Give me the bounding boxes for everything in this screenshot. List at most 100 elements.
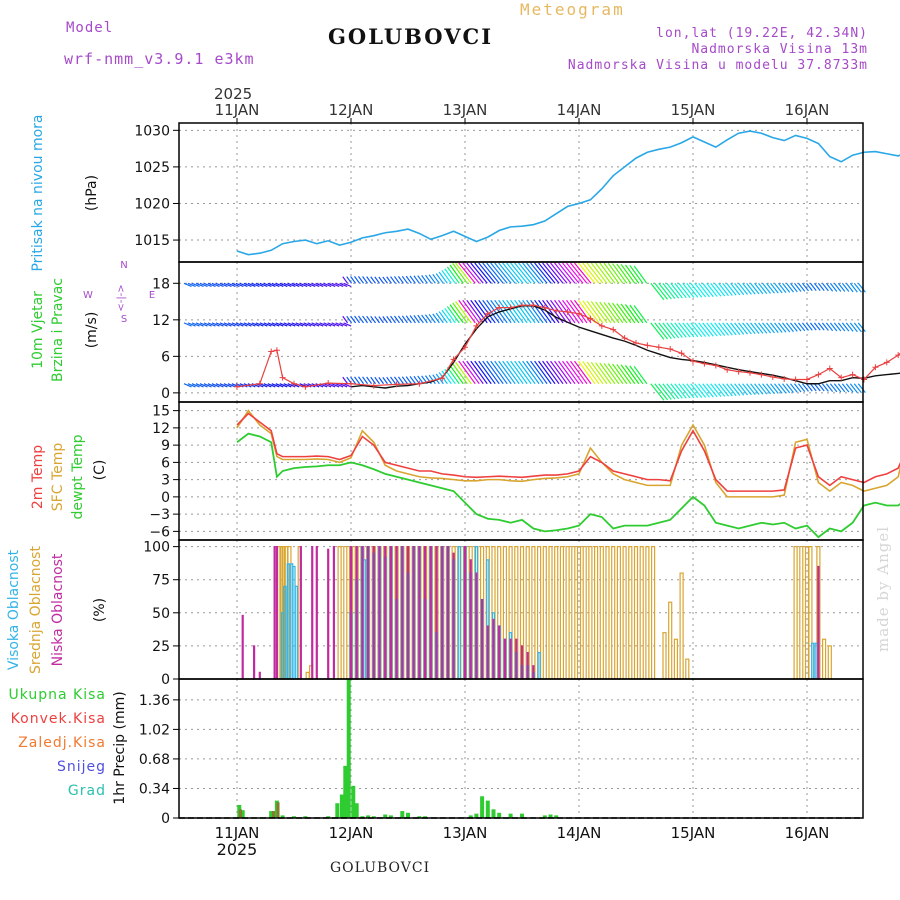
wind-barb — [203, 383, 212, 388]
low-cloud-bar — [452, 552, 455, 680]
wind-barb — [207, 383, 216, 388]
wind-barb — [243, 322, 252, 327]
wind-barb — [542, 360, 560, 385]
wind-barb — [612, 263, 628, 284]
temp2m-line — [236, 412, 900, 492]
day-label-bottom: 11JAN — [215, 824, 260, 842]
wind-barb — [510, 262, 528, 284]
gust-marker — [484, 310, 491, 317]
wind-barb — [490, 262, 508, 284]
wind-barb — [462, 360, 480, 385]
wind-barb — [762, 282, 772, 294]
wind-barb — [616, 364, 632, 385]
wind-barb — [801, 282, 809, 292]
wind-barb — [534, 299, 552, 324]
wind-barb — [342, 315, 349, 324]
day-label-bottom: 13JAN — [443, 824, 488, 842]
wind-barb — [809, 383, 817, 392]
panel-frames — [178, 122, 864, 819]
wind-barb — [542, 262, 560, 284]
wind-barb — [620, 264, 636, 284]
wind-barb — [478, 299, 496, 324]
wind-barb — [397, 315, 404, 324]
wind-barb — [706, 322, 718, 337]
wind-barb — [357, 376, 365, 385]
wind-barb — [837, 383, 846, 393]
wind-barb — [582, 361, 600, 385]
gust-marker — [348, 380, 354, 387]
cloud-left-label-2: Srednja Oblacnost — [28, 546, 44, 674]
precip-legend-1: Konvek.Kisa — [11, 711, 106, 727]
wind-barb — [686, 383, 699, 399]
wind-barb — [821, 282, 829, 292]
wind-barb — [690, 282, 703, 298]
wind-barb — [662, 383, 676, 400]
wind-barb — [506, 360, 524, 385]
low-cloud-bar — [349, 546, 353, 680]
precip-bar — [468, 815, 473, 818]
wind-barb — [470, 262, 488, 284]
gust-marker — [473, 322, 480, 329]
wind-barb — [267, 282, 276, 288]
panel-frame-pressure — [178, 122, 864, 263]
wind-barb — [797, 322, 806, 332]
wind-barb — [599, 301, 616, 324]
gust-marker — [633, 339, 639, 346]
wind-barb — [522, 360, 540, 385]
wind-barb — [267, 322, 276, 327]
wind-barb — [526, 299, 544, 324]
wind-barb — [758, 322, 768, 334]
wind-barb — [413, 375, 420, 385]
wind-barb — [603, 302, 620, 324]
wind-barb — [203, 282, 212, 288]
precip-bar — [485, 800, 490, 818]
wind-barb — [478, 262, 496, 284]
wind-barb — [191, 383, 200, 388]
wind-barb — [327, 282, 336, 288]
mid-cloud-bar — [821, 638, 827, 680]
mid-cloud-bar — [673, 638, 679, 680]
wind-barb — [833, 383, 842, 393]
gust-marker — [667, 346, 674, 353]
wind-barb — [271, 383, 280, 388]
low-cloud-bar — [532, 665, 535, 680]
wind-barb — [424, 314, 432, 324]
wind-barb — [813, 322, 821, 331]
wind-barb — [774, 282, 783, 294]
wind-barb — [350, 376, 357, 385]
wind-barb — [319, 322, 328, 327]
wind-barb — [323, 282, 332, 288]
wind-barb — [845, 322, 854, 332]
gust-marker — [861, 376, 867, 383]
precip-bar — [542, 815, 547, 818]
wind-barb — [452, 262, 468, 284]
wind-barb — [393, 315, 400, 324]
wind-barb — [774, 383, 783, 394]
mid-cloud-bar — [662, 632, 667, 680]
wind-barb — [841, 322, 850, 332]
precip-bar — [354, 803, 359, 818]
wind-barb — [857, 383, 866, 394]
mid-cloud-bar — [799, 546, 804, 680]
low-cloud-bar — [475, 572, 478, 680]
sfc-temp-line — [236, 409, 900, 498]
precip-bar — [339, 794, 344, 818]
wind-barb — [658, 282, 672, 300]
wind-barb — [187, 322, 196, 327]
gust-marker — [690, 358, 696, 365]
precip-unit-label: 1hr Precip (mm) — [112, 691, 128, 804]
wind-barb — [578, 360, 596, 385]
wind-barb — [710, 282, 722, 297]
wind-barb — [362, 376, 369, 385]
ytick-label-cloud: 25 — [152, 639, 170, 655]
wind-barb — [466, 299, 484, 324]
wind-barb — [750, 282, 760, 295]
wind-barb — [303, 282, 312, 288]
wind-barb — [235, 322, 244, 327]
wind-barb — [409, 376, 416, 385]
wind-barb — [219, 282, 228, 288]
wind-barb — [706, 282, 718, 297]
high-cloud-bar — [814, 642, 818, 680]
wind-barb — [366, 376, 373, 385]
wind-barb — [809, 322, 817, 331]
